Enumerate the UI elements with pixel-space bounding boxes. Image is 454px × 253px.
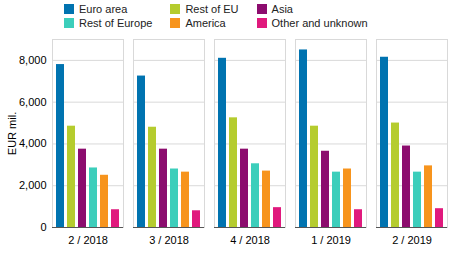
html-text:Rest of Europe: Rest of Europe (79, 17, 153, 29)
svg-text:8,000: 8,000 (19, 54, 47, 66)
html-text:Rest of EU: Rest of EU (185, 3, 239, 15)
svg-text:2,000: 2,000 (19, 179, 47, 191)
svg-text:0: 0 (40, 221, 46, 233)
svg-text:EUR mil.: EUR mil. (6, 112, 18, 155)
html-text:America: America (185, 17, 226, 29)
html-text:Asia: Asia (271, 3, 293, 15)
svg-text:3 / 2018: 3 / 2018 (149, 234, 189, 246)
svg-text:4,000: 4,000 (19, 137, 47, 149)
html-text:Other and unknown: Other and unknown (271, 17, 368, 29)
svg-text:6,000: 6,000 (19, 96, 47, 108)
svg-text:4 / 2018: 4 / 2018 (230, 234, 270, 246)
svg-text:1 / 2019: 1 / 2019 (311, 234, 351, 246)
svg-text:2 / 2018: 2 / 2018 (68, 234, 108, 246)
html-text:Euro area: Euro area (79, 3, 128, 15)
svg-text:2 / 2019: 2 / 2019 (392, 234, 432, 246)
